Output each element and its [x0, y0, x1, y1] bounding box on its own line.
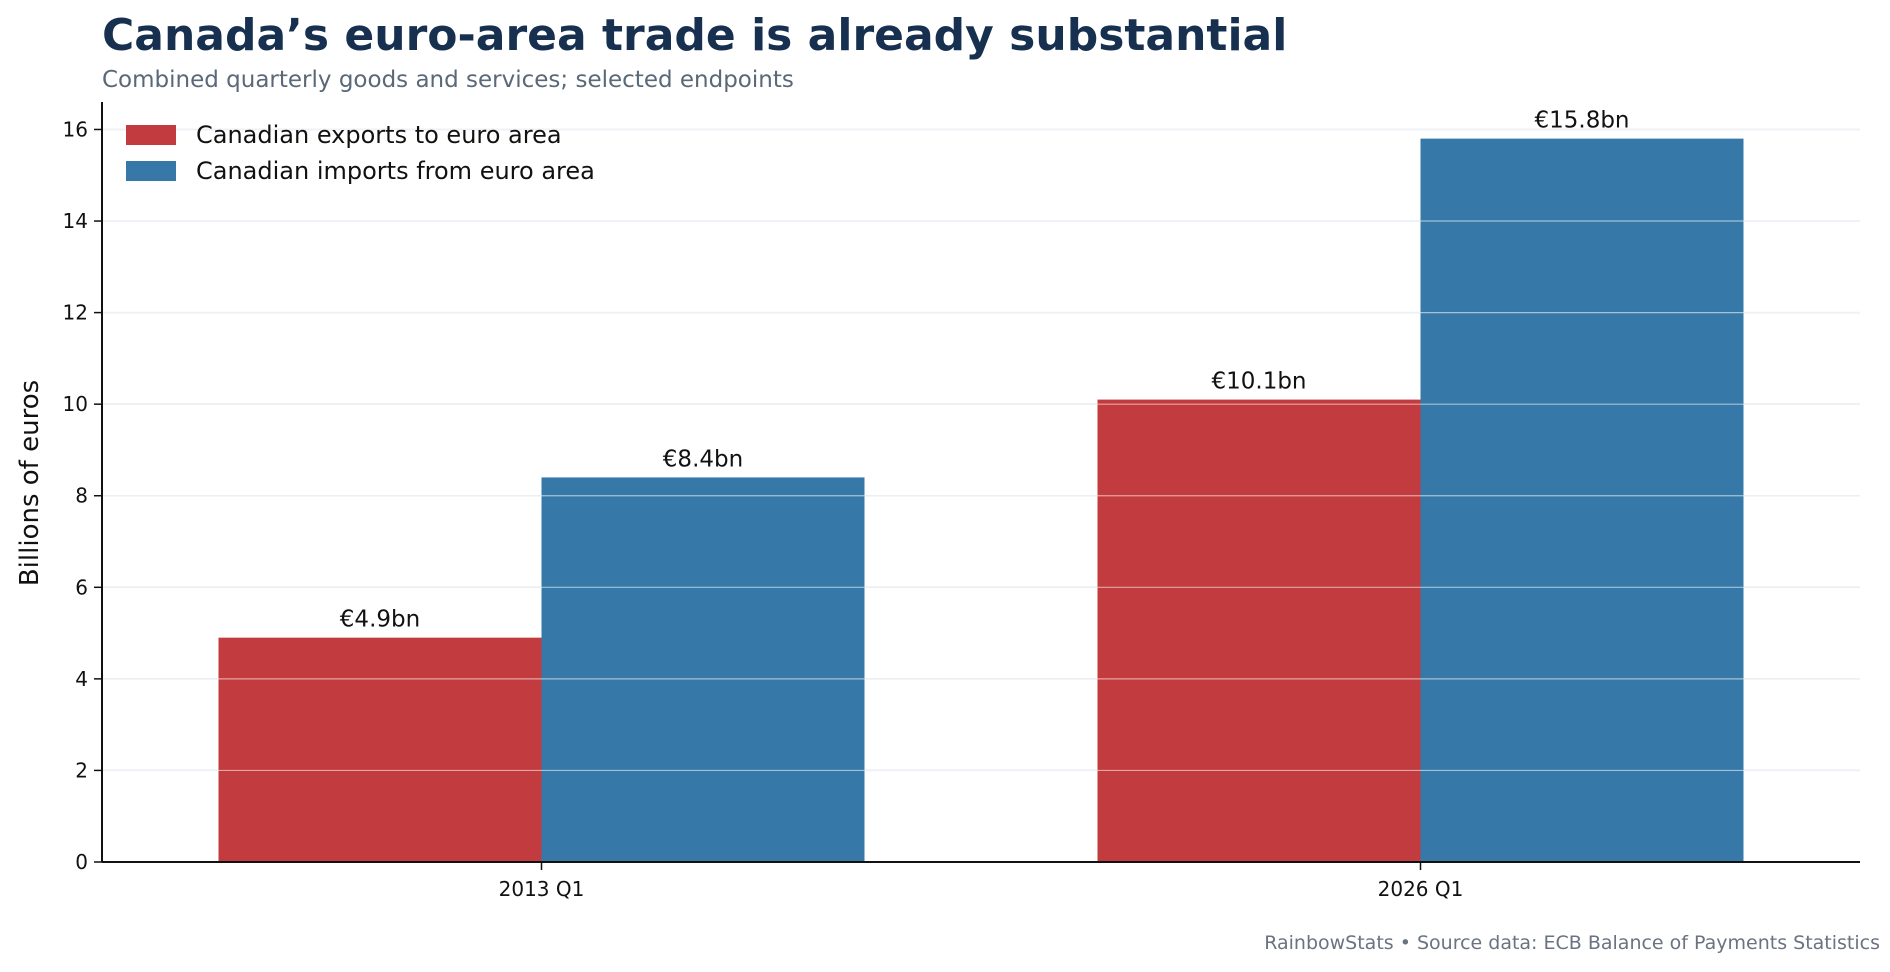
legend: Canadian exports to euro area Canadian im…	[126, 121, 595, 185]
gridlines-over-bars	[102, 128, 1860, 772]
y-tick-label: 6	[75, 575, 88, 599]
axes: 0 2 4 6 8 10 12 14 16 2013 Q1 2026 Q1	[63, 102, 1860, 901]
y-tick-label: 8	[75, 484, 88, 508]
y-tick-label: 4	[75, 667, 88, 691]
chart-title: Canada’s euro-area trade is already subs…	[102, 10, 1288, 61]
bar	[218, 637, 542, 862]
y-tick-label: 14	[63, 209, 88, 233]
bar-value-label: €15.8bn	[1534, 108, 1629, 134]
y-tick-label: 10	[63, 392, 88, 416]
legend-swatch	[126, 125, 176, 145]
bar	[1097, 399, 1421, 862]
data-labels: €4.9bn €8.4bn €10.1bn €15.8bn	[340, 108, 1630, 633]
y-tick-label: 12	[63, 301, 88, 325]
legend-label: Canadian imports from euro area	[196, 157, 595, 185]
chart-subtitle: Combined quarterly goods and services; s…	[102, 67, 794, 93]
legend-swatch	[126, 161, 176, 181]
bar-value-label: €10.1bn	[1211, 369, 1306, 395]
y-tick-label: 16	[63, 117, 88, 141]
bar	[1420, 138, 1744, 862]
y-tick-label: 0	[75, 850, 88, 874]
legend-label: Canadian exports to euro area	[196, 121, 562, 149]
y-tick-label: 2	[75, 758, 88, 782]
x-tick-label: 2013 Q1	[499, 877, 585, 901]
x-tick-label: 2026 Q1	[1378, 877, 1464, 901]
bar-value-label: €8.4bn	[663, 446, 743, 472]
bars	[218, 138, 1744, 862]
source-note: RainbowStats • Source data: ECB Balance …	[1264, 932, 1880, 954]
bar	[541, 477, 865, 862]
y-axis-title: Billions of euros	[15, 380, 45, 586]
bar-value-label: €4.9bn	[340, 607, 420, 633]
